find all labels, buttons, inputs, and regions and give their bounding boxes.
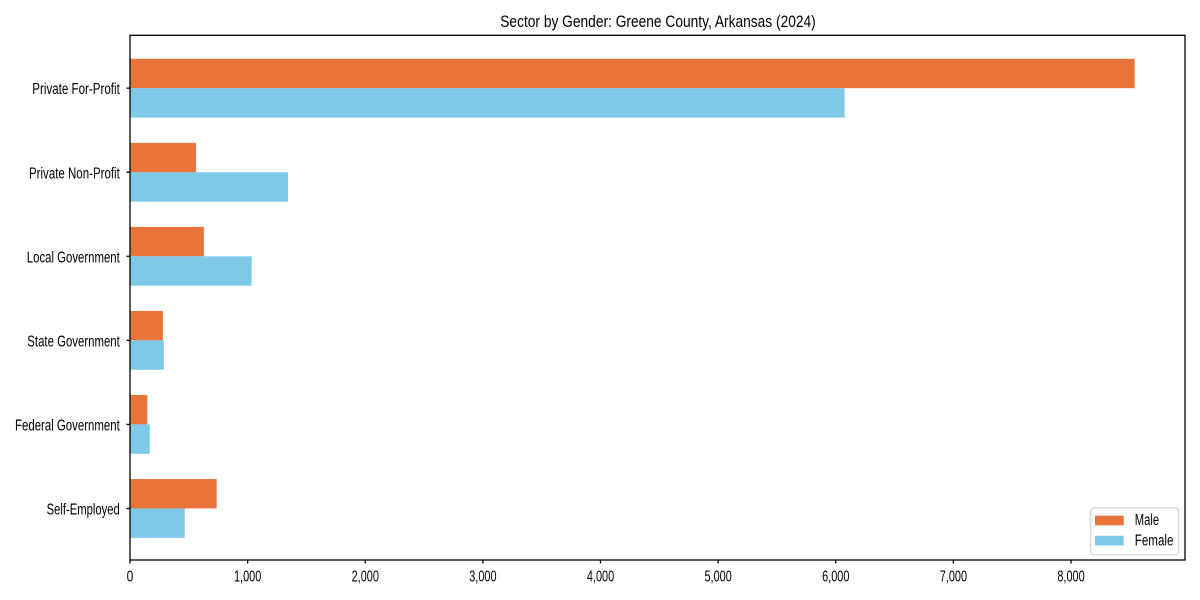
svg-text:State Government: State Government bbox=[27, 333, 120, 350]
svg-text:2,000: 2,000 bbox=[352, 569, 379, 586]
svg-text:4,000: 4,000 bbox=[587, 569, 614, 586]
svg-text:Male: Male bbox=[1135, 512, 1159, 529]
svg-text:5,000: 5,000 bbox=[704, 569, 731, 586]
svg-text:1,000: 1,000 bbox=[234, 569, 261, 586]
svg-text:Local Government: Local Government bbox=[27, 249, 121, 266]
svg-text:6,000: 6,000 bbox=[822, 569, 849, 586]
svg-text:Private For-Profit: Private For-Profit bbox=[32, 81, 120, 98]
svg-text:Female: Female bbox=[1135, 532, 1174, 549]
svg-text:Self-Employed: Self-Employed bbox=[47, 501, 120, 518]
svg-text:Federal Government: Federal Government bbox=[15, 417, 120, 434]
svg-text:8,000: 8,000 bbox=[1057, 569, 1084, 586]
svg-text:Private Non-Profit: Private Non-Profit bbox=[29, 165, 120, 182]
svg-text:7,000: 7,000 bbox=[940, 569, 967, 586]
svg-text:Sector by Gender: Greene Count: Sector by Gender: Greene County, Arkansa… bbox=[500, 12, 816, 31]
svg-text:3,000: 3,000 bbox=[469, 569, 496, 586]
svg-text:0: 0 bbox=[127, 569, 134, 586]
